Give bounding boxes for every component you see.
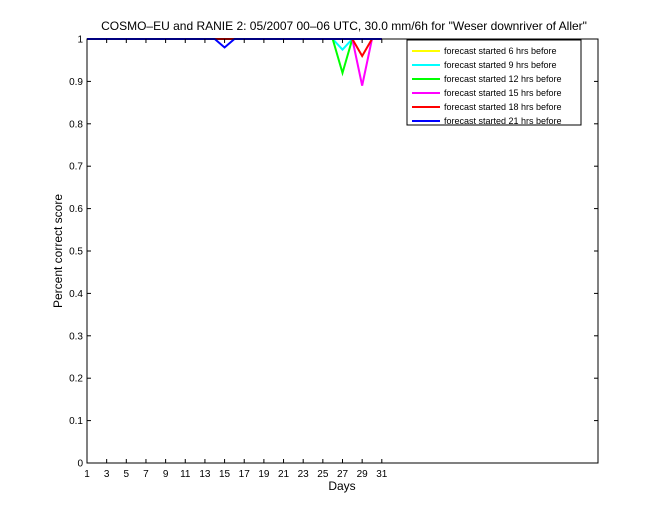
y-tick-label: 0 xyxy=(77,459,83,470)
x-tick-label: 3 xyxy=(104,469,110,480)
x-tick-label: 27 xyxy=(337,469,349,480)
legend: forecast started 6 hrs before forecast st… xyxy=(406,39,582,126)
legend-label: forecast started 21 hrs before xyxy=(444,116,562,126)
y-tick-label: 0.9 xyxy=(69,77,83,88)
x-axis-label: Days xyxy=(328,479,355,493)
x-tick-label: 25 xyxy=(317,469,329,480)
y-axis-label: Percent correct score xyxy=(51,194,65,308)
y-tick-label: 0.4 xyxy=(69,289,83,300)
x-tick-label: 1 xyxy=(84,469,90,480)
x-tick-label: 9 xyxy=(163,469,169,480)
y-tick-label: 0.7 xyxy=(69,162,83,173)
x-tick-label: 5 xyxy=(124,469,130,480)
x-tick-label: 15 xyxy=(219,469,231,480)
x-tick-label: 13 xyxy=(199,469,211,480)
y-tick-label: 0.2 xyxy=(69,374,83,385)
x-tick-label: 31 xyxy=(376,469,388,480)
legend-label: forecast started 15 hrs before xyxy=(444,88,562,98)
series-line-1 xyxy=(87,38,382,52)
x-tick-label: 7 xyxy=(143,469,149,480)
x-tick-label: 11 xyxy=(180,469,191,480)
legend-label: forecast started 12 hrs before xyxy=(444,74,562,84)
legend-label: forecast started 6 hrs before xyxy=(444,46,557,56)
y-tick-label: 0.5 xyxy=(69,247,83,258)
plot-lines xyxy=(87,38,382,86)
legend-label: forecast started 9 hrs before xyxy=(444,60,557,70)
legend-label: forecast started 18 hrs before xyxy=(444,102,562,112)
x-tick-label: 23 xyxy=(298,469,310,480)
series-line-3 xyxy=(87,38,382,86)
y-tick-label: 0.1 xyxy=(69,416,83,427)
x-tick-label: 17 xyxy=(239,469,251,480)
chart-title: COSMO–EU and RANIE 2: 05/2007 00–06 UTC,… xyxy=(101,19,587,33)
y-tick-label: 0.8 xyxy=(69,119,83,130)
legend-box xyxy=(406,39,582,126)
y-tick-label: 0.3 xyxy=(69,331,83,342)
y-axis-ticks: 0 0.1 0.2 0.3 0.4 0.5 0.6 0.7 0.8 0.9 1 xyxy=(69,35,598,470)
y-tick-label: 1 xyxy=(77,35,83,46)
x-tick-label: 21 xyxy=(278,469,290,480)
x-axis-ticks: 1 3 5 7 9 11 13 15 17 19 21 23 25 27 29 31 xyxy=(84,39,388,480)
x-tick-label: 19 xyxy=(258,469,270,480)
y-tick-label: 0.6 xyxy=(69,204,83,215)
x-tick-label: 29 xyxy=(357,469,369,480)
